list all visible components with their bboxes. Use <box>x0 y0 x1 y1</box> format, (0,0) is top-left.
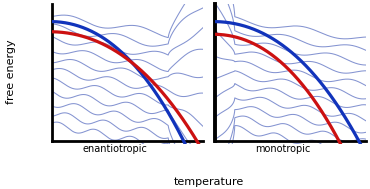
Text: temperature: temperature <box>174 177 244 187</box>
Text: enantiotropic: enantiotropic <box>83 144 148 154</box>
Text: monotropic: monotropic <box>255 144 311 154</box>
Text: free energy: free energy <box>6 40 16 104</box>
